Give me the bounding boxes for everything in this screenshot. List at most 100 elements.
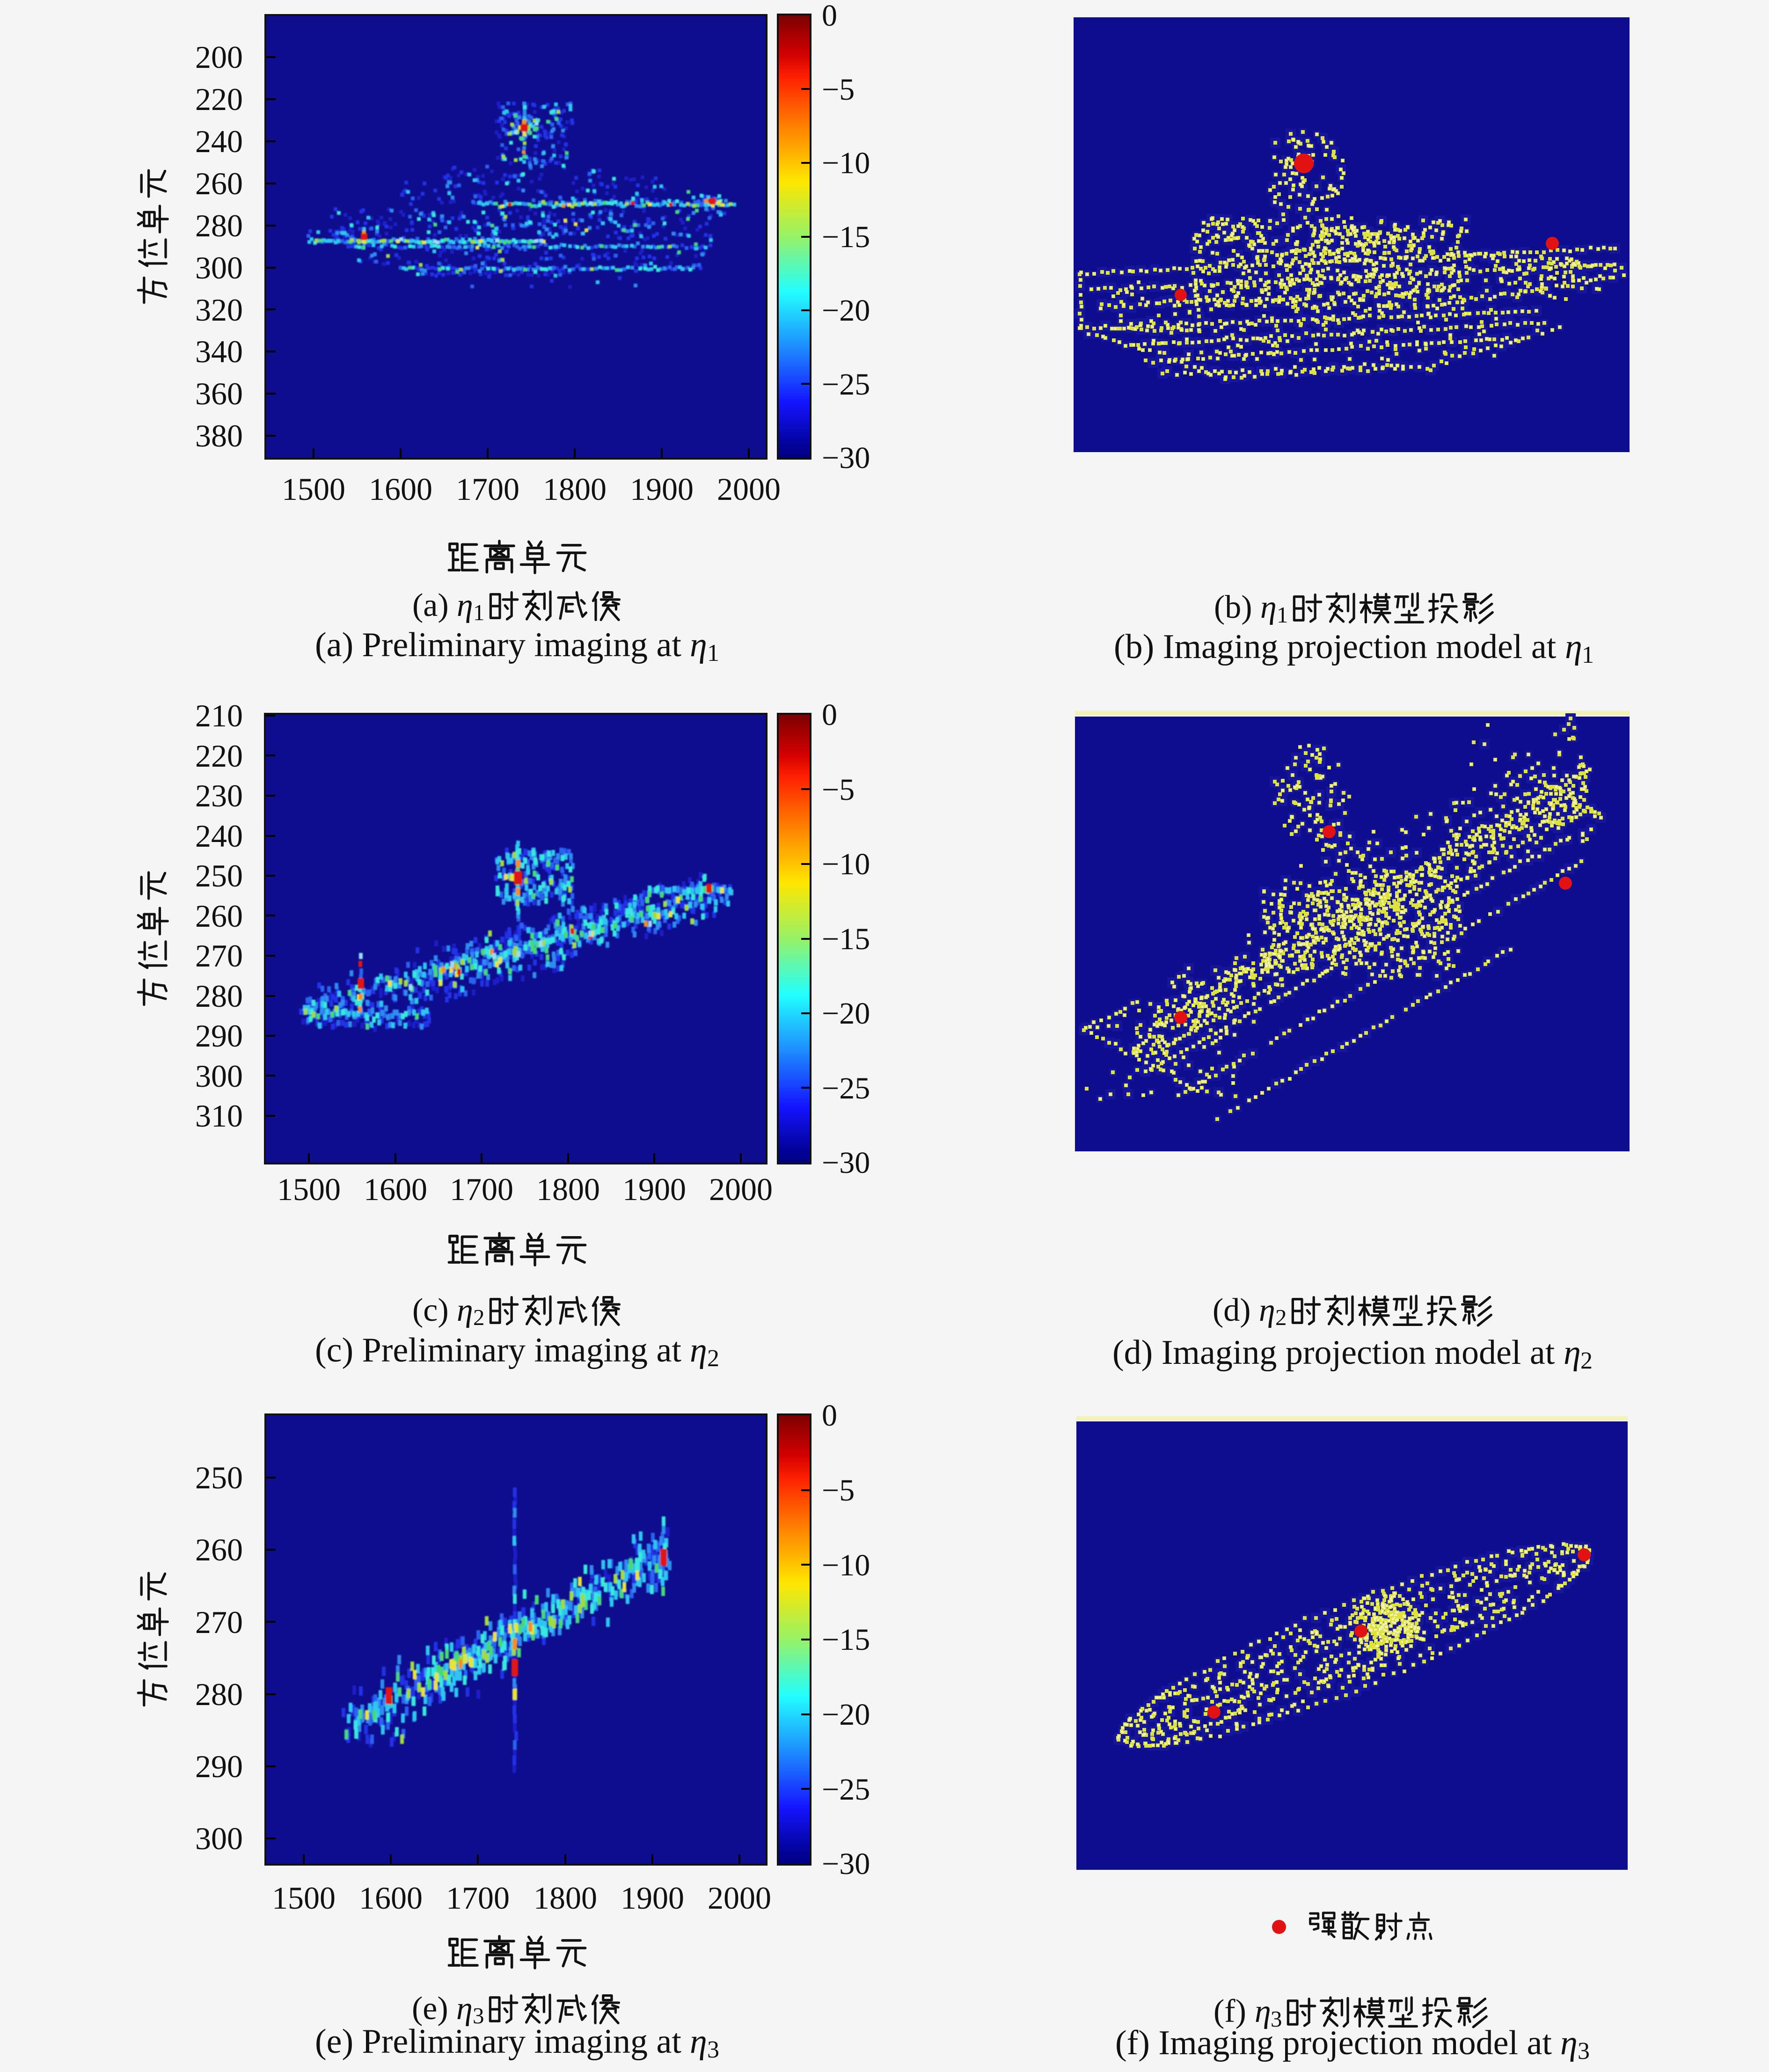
svg-text:−25: −25 [822, 1772, 870, 1807]
svg-text:320: 320 [195, 292, 243, 328]
svg-text:2: 2 [707, 1345, 719, 1372]
svg-text:1500: 1500 [272, 1880, 336, 1916]
svg-text:η: η [690, 2022, 707, 2061]
svg-text:360: 360 [195, 376, 243, 411]
svg-text:1600: 1600 [359, 1880, 423, 1916]
svg-text:210: 210 [195, 698, 243, 733]
svg-text:340: 340 [195, 334, 243, 369]
svg-text:1600: 1600 [369, 471, 432, 507]
svg-text:η: η [457, 587, 473, 623]
svg-text:1600: 1600 [364, 1171, 427, 1207]
svg-text:−15: −15 [822, 922, 870, 956]
svg-text:0: 0 [822, 1398, 837, 1433]
svg-text:240: 240 [195, 124, 243, 159]
svg-text:200: 200 [195, 39, 243, 75]
svg-text:(a) Preliminary imaging at: (a) Preliminary imaging at [315, 626, 690, 664]
svg-text:−10: −10 [822, 146, 870, 180]
svg-text:1900: 1900 [622, 1171, 686, 1207]
svg-text:3: 3 [473, 2003, 484, 2028]
svg-text:260: 260 [195, 166, 243, 201]
svg-text:2000: 2000 [709, 1171, 773, 1207]
svg-text:2000: 2000 [717, 471, 781, 507]
svg-text:−5: −5 [822, 773, 855, 807]
svg-text:(f) Imaging projection model a: (f) Imaging projection model at [1115, 2024, 1560, 2062]
svg-text:η: η [1259, 1292, 1275, 1328]
svg-text:290: 290 [195, 1018, 243, 1054]
svg-text:3: 3 [1578, 2038, 1590, 2065]
svg-text:1: 1 [707, 640, 719, 666]
svg-text:−20: −20 [822, 1698, 870, 1732]
svg-text:−10: −10 [822, 847, 870, 881]
svg-text:250: 250 [195, 858, 243, 893]
svg-text:0: 0 [822, 0, 837, 33]
svg-text:1700: 1700 [450, 1171, 513, 1207]
svg-text:−25: −25 [822, 1071, 870, 1106]
svg-text:1500: 1500 [282, 471, 345, 507]
svg-text:(b) Imaging projection model a: (b) Imaging projection model at [1114, 628, 1565, 666]
svg-text:−5: −5 [822, 73, 855, 107]
svg-text:−30: −30 [822, 1847, 870, 1881]
svg-text:300: 300 [195, 1058, 243, 1094]
svg-text:1800: 1800 [543, 471, 607, 507]
svg-text:220: 220 [195, 738, 243, 774]
svg-text:(e): (e) [412, 1991, 456, 2027]
svg-text:1700: 1700 [446, 1880, 510, 1916]
svg-text:280: 280 [195, 208, 243, 243]
svg-text:270: 270 [195, 938, 243, 974]
svg-text:250: 250 [195, 1460, 243, 1495]
svg-text:−20: −20 [822, 293, 870, 328]
svg-text:η: η [1260, 589, 1277, 625]
svg-text:290: 290 [195, 1749, 243, 1784]
svg-text:300: 300 [195, 1821, 243, 1856]
svg-text:−5: −5 [822, 1473, 855, 1508]
svg-text:1500: 1500 [277, 1171, 341, 1207]
svg-text:−15: −15 [822, 220, 870, 254]
svg-text:3: 3 [707, 2036, 719, 2063]
svg-text:1800: 1800 [536, 1171, 600, 1207]
svg-text:2000: 2000 [708, 1880, 771, 1916]
svg-text:1: 1 [1582, 642, 1594, 668]
svg-text:280: 280 [195, 1677, 243, 1712]
svg-text:220: 220 [195, 81, 243, 117]
svg-text:−20: −20 [822, 996, 870, 1031]
svg-text:η: η [456, 1991, 473, 2027]
svg-text:−25: −25 [822, 367, 870, 402]
svg-text:260: 260 [195, 1532, 243, 1567]
svg-text:η: η [1565, 628, 1582, 666]
svg-text:−30: −30 [822, 441, 870, 475]
svg-text:−15: −15 [822, 1623, 870, 1657]
svg-text:310: 310 [195, 1098, 243, 1134]
svg-text:0: 0 [822, 698, 837, 732]
svg-text:η: η [1564, 1333, 1581, 1372]
svg-text:230: 230 [195, 778, 243, 813]
svg-text:(d) Imaging projection model a: (d) Imaging projection model at [1112, 1333, 1564, 1372]
svg-text:−10: −10 [822, 1548, 870, 1582]
svg-text:2: 2 [473, 1304, 485, 1330]
svg-text:1700: 1700 [456, 471, 519, 507]
svg-text:280: 280 [195, 978, 243, 1014]
svg-text:η: η [1560, 2024, 1578, 2062]
svg-text:−30: −30 [822, 1146, 870, 1180]
svg-text:η: η [690, 1331, 707, 1369]
svg-text:1: 1 [473, 600, 485, 625]
svg-text:η: η [690, 626, 707, 664]
svg-text:η: η [457, 1292, 473, 1328]
svg-text:240: 240 [195, 818, 243, 854]
svg-text:1800: 1800 [534, 1880, 597, 1916]
svg-text:(f): (f) [1213, 1993, 1254, 2029]
svg-text:3: 3 [1271, 2006, 1282, 2032]
svg-text:270: 270 [195, 1604, 243, 1640]
svg-text:2: 2 [1580, 1347, 1593, 1374]
svg-text:1900: 1900 [630, 471, 694, 507]
svg-text:(a): (a) [412, 587, 457, 623]
svg-text:380: 380 [195, 418, 243, 454]
svg-text:(c) Preliminary imaging at: (c) Preliminary imaging at [315, 1331, 690, 1369]
svg-text:(b): (b) [1214, 589, 1260, 625]
svg-text:260: 260 [195, 898, 243, 934]
svg-text:(e) Preliminary imaging at: (e) Preliminary imaging at [315, 2022, 690, 2061]
svg-text:2: 2 [1275, 1304, 1287, 1330]
svg-text:(d): (d) [1213, 1292, 1259, 1328]
svg-text:300: 300 [195, 250, 243, 286]
svg-text:1900: 1900 [621, 1880, 684, 1916]
svg-text:(c): (c) [412, 1292, 457, 1328]
